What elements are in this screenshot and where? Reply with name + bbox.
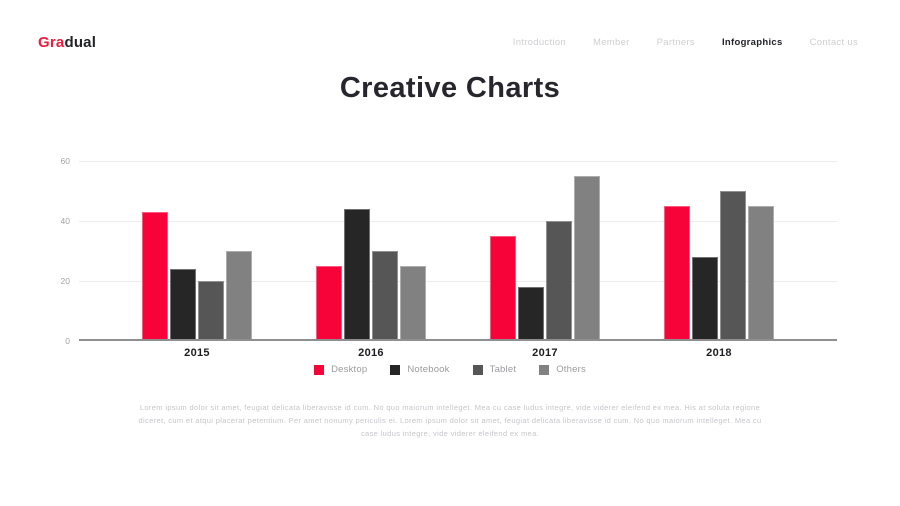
logo-accent-text: Gra [38,33,65,51]
page-title: Creative Charts [339,72,561,104]
legend-swatch-notebook [390,364,401,375]
y-tick-label-0: 0 [65,336,70,346]
bar-group-2016 [316,209,426,341]
bar-group-2017 [490,176,600,341]
bar-notebook-2015 [170,269,196,341]
gridline-60 [79,161,837,162]
legend-swatch-others [539,364,550,375]
legend-label-notebook: Notebook [407,364,450,375]
legend-item-notebook: Notebook [390,364,449,375]
bar-tablet-2017 [546,221,572,341]
x-axis-line [79,339,837,341]
bar-notebook-2016 [344,209,370,341]
legend-swatch-tablet [472,364,483,375]
x-tick-label-2016: 2016 [358,347,384,359]
body-text: Lorem ipsum dolor sit amet, feugiat deli… [0,401,900,440]
y-tick-label-20: 20 [60,276,70,286]
gridline-20 [79,281,837,282]
bar-notebook-2018 [692,257,718,341]
y-tick-label-60: 60 [60,156,70,166]
bar-tablet-2016 [372,251,398,341]
bar-notebook-2017 [518,287,544,341]
gridline-40 [79,221,837,222]
chart-plot: 60 40 20 0 2015 2016 2017 2018 [61,156,837,359]
chart-legend: Desktop Notebook Tablet Others [0,364,900,375]
x-tick-label-2017: 2017 [532,347,558,359]
logo-rest-text: dual [64,33,97,51]
legend-item-desktop: Desktop [314,364,367,375]
nav-item-introduction[interactable]: Introduction [512,36,566,48]
x-tick-label-2015: 2015 [184,347,210,359]
header: Gradual Introduction Member Partners Inf… [0,0,900,84]
bar-tablet-2015 [198,281,224,341]
bar-others-2015 [226,251,252,341]
bar-group-2018 [664,191,774,341]
legend-swatch-desktop [314,364,325,375]
bar-group-2015 [142,212,252,341]
bar-desktop-2016 [316,266,342,341]
nav-item-partners[interactable]: Partners [656,36,695,48]
nav-item-contact-us[interactable]: Contact us [809,36,858,48]
logo[interactable]: Gradual [38,34,96,51]
legend-item-others: Others [539,364,586,375]
bar-desktop-2017 [490,236,516,341]
body-text-line: Lorem ipsum dolor sit amet, feugiat deli… [139,403,761,412]
bar-tablet-2018 [720,191,746,341]
x-tick-label-2018: 2018 [706,347,732,359]
bar-desktop-2015 [142,212,168,341]
body-text-line: diceret, cum et atqui placerat petentium… [138,416,762,425]
body-text-line: case ludus integre, vide viderer eleifen… [360,429,540,438]
nav-item-infographics[interactable]: Infographics [721,36,783,48]
bar-others-2016 [400,266,426,341]
bar-others-2018 [748,206,774,341]
legend-item-tablet: Tablet [472,364,517,375]
main-nav: Introduction Member Partners Infographic… [513,37,858,48]
bar-others-2017 [574,176,600,341]
legend-label-tablet: Tablet [489,364,517,375]
legend-label-others: Others [556,364,586,375]
legend-label-desktop: Desktop [331,364,368,375]
y-tick-label-40: 40 [60,216,70,226]
nav-item-member[interactable]: Member [593,36,630,48]
bar-desktop-2018 [664,206,690,341]
